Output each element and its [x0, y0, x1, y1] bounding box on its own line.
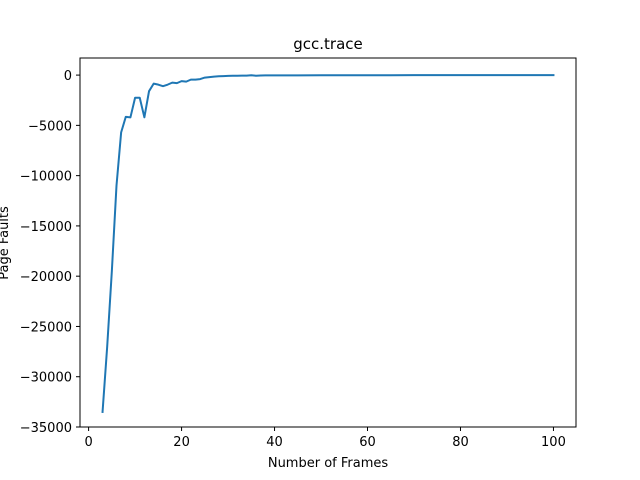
y-tick-label: −15000	[20, 220, 72, 235]
plot-area: 0 20 40 60 80 100 0 −5000 −10000 −15000 −20000 −250…	[20, 57, 577, 450]
y-tick-label: −10000	[20, 170, 72, 185]
y-tick-label: −5000	[28, 119, 72, 134]
x-tick-label: 80	[452, 435, 469, 450]
x-tick-label: 0	[84, 435, 92, 450]
series-line-0	[101, 74, 555, 413]
x-tick-label: 100	[541, 435, 566, 450]
chart-title: gcc.trace	[293, 35, 363, 53]
y-tick-label: −30000	[20, 371, 72, 386]
y-tick-label: −35000	[20, 421, 72, 436]
axes-frame	[79, 57, 577, 428]
y-tick-label: −20000	[20, 270, 72, 285]
x-tick-label: 40	[266, 435, 283, 450]
y-tick-label: 0	[64, 69, 72, 84]
x-axis-title: Number of Frames	[268, 456, 389, 471]
x-tick-label: 60	[359, 435, 376, 450]
x-tick-label: 20	[173, 435, 190, 450]
y-axis-title: Page Faults	[0, 206, 12, 280]
y-tick-label: −25000	[20, 320, 72, 335]
